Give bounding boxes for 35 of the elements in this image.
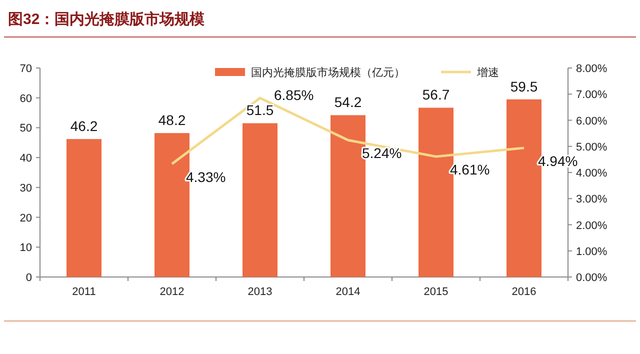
x-tick-label: 2016 — [512, 286, 536, 298]
y-tick-label: 30 — [20, 182, 32, 194]
y-tick-label: 0 — [26, 272, 32, 284]
x-tick-label: 2011 — [72, 286, 96, 298]
y-tick-label: 70 — [20, 63, 32, 75]
x-tick-label: 2014 — [336, 286, 360, 298]
legend-label: 国内光掩膜版市场规模（亿元） — [251, 66, 405, 79]
legend-label: 增速 — [476, 66, 499, 79]
chart-title: 图32：国内光掩膜版市场规模 — [8, 10, 206, 28]
y2-tick-label: 3.00% — [576, 194, 608, 206]
y2-tick-label: 0.00% — [576, 272, 608, 284]
data-label: 51.5 — [246, 102, 274, 118]
x-tick-label: 2015 — [424, 286, 448, 298]
data-label: 46.2 — [70, 118, 98, 134]
y2-tick-label: 1.00% — [576, 246, 608, 258]
data-label: 59.5 — [510, 78, 538, 94]
y-tick-label: 20 — [20, 212, 32, 224]
y2-tick-label: 4.00% — [576, 168, 608, 180]
y2-tick-label: 5.00% — [576, 141, 608, 154]
data-label: 54.2 — [334, 94, 362, 110]
y-tick-label: 50 — [20, 122, 32, 135]
y2-tick-label: 8.00% — [576, 63, 608, 75]
bar — [242, 123, 278, 277]
y2-tick-label: 6.00% — [576, 115, 608, 128]
data-label: 6.85% — [274, 87, 314, 104]
data-label: 56.7 — [422, 86, 450, 103]
x-tick-label: 2013 — [248, 286, 272, 298]
y2-tick-label: 7.00% — [576, 89, 608, 102]
y-tick-label: 10 — [20, 242, 32, 254]
y-tick-label: 60 — [20, 92, 32, 105]
bar — [66, 139, 102, 277]
y2-tick-label: 2.00% — [576, 220, 608, 232]
x-tick-label: 2012 — [160, 286, 184, 298]
y-tick-label: 40 — [20, 152, 32, 165]
data-label: 48.2 — [158, 112, 186, 128]
